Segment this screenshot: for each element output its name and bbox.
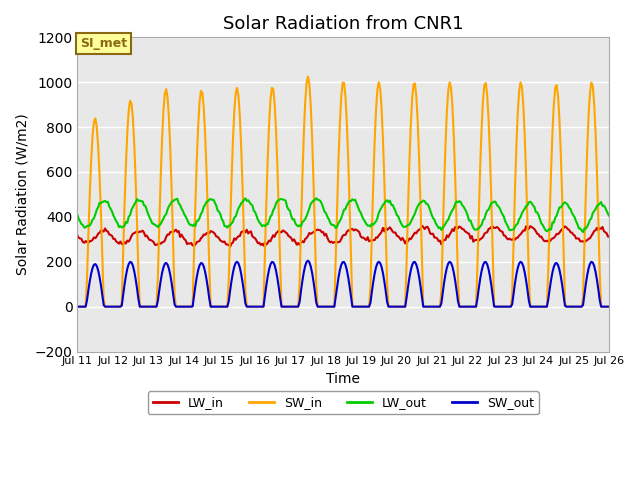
LW_out <box>74 212 81 217</box>
SW_in <box>605 304 613 310</box>
Line: LW_out: LW_out <box>77 198 609 232</box>
LW_out <box>454 199 462 205</box>
Line: LW_in: LW_in <box>77 226 609 247</box>
LW_in <box>108 233 116 239</box>
SW_out <box>349 304 356 310</box>
SW_in <box>74 304 81 310</box>
SW_in <box>533 304 541 310</box>
LW_in <box>418 223 426 228</box>
LW_out <box>349 196 356 202</box>
SW_out <box>605 304 613 310</box>
SW_in <box>92 116 99 121</box>
SW_out <box>304 258 312 264</box>
Title: Solar Radiation from CNR1: Solar Radiation from CNR1 <box>223 15 463 33</box>
Legend: LW_in, SW_in, LW_out, SW_out: LW_in, SW_in, LW_out, SW_out <box>148 391 539 414</box>
Line: SW_out: SW_out <box>77 261 609 307</box>
SW_in <box>349 304 356 310</box>
Text: SI_met: SI_met <box>80 37 127 50</box>
LW_in <box>605 234 613 240</box>
SW_out <box>603 304 611 310</box>
Line: SW_in: SW_in <box>77 77 609 307</box>
LW_out <box>533 210 541 216</box>
SW_out <box>108 304 116 310</box>
SW_in <box>603 304 611 310</box>
LW_out <box>579 229 587 235</box>
SW_in <box>304 74 312 80</box>
LW_in <box>74 232 81 238</box>
LW_out <box>92 211 99 217</box>
SW_out <box>92 261 99 267</box>
LW_in <box>535 231 543 237</box>
SW_out <box>74 304 81 310</box>
SW_in <box>454 277 462 283</box>
LW_out <box>605 214 613 219</box>
LW_in <box>604 234 612 240</box>
LW_in <box>456 224 463 229</box>
LW_in <box>227 244 234 250</box>
LW_out <box>312 195 320 201</box>
Y-axis label: Solar Radiation (W/m2): Solar Radiation (W/m2) <box>15 114 29 276</box>
X-axis label: Time: Time <box>326 372 360 386</box>
LW_in <box>92 235 99 241</box>
LW_out <box>108 208 116 214</box>
LW_out <box>604 211 612 217</box>
SW_out <box>533 304 541 310</box>
LW_in <box>349 226 356 232</box>
SW_out <box>454 299 462 304</box>
SW_in <box>108 304 116 310</box>
